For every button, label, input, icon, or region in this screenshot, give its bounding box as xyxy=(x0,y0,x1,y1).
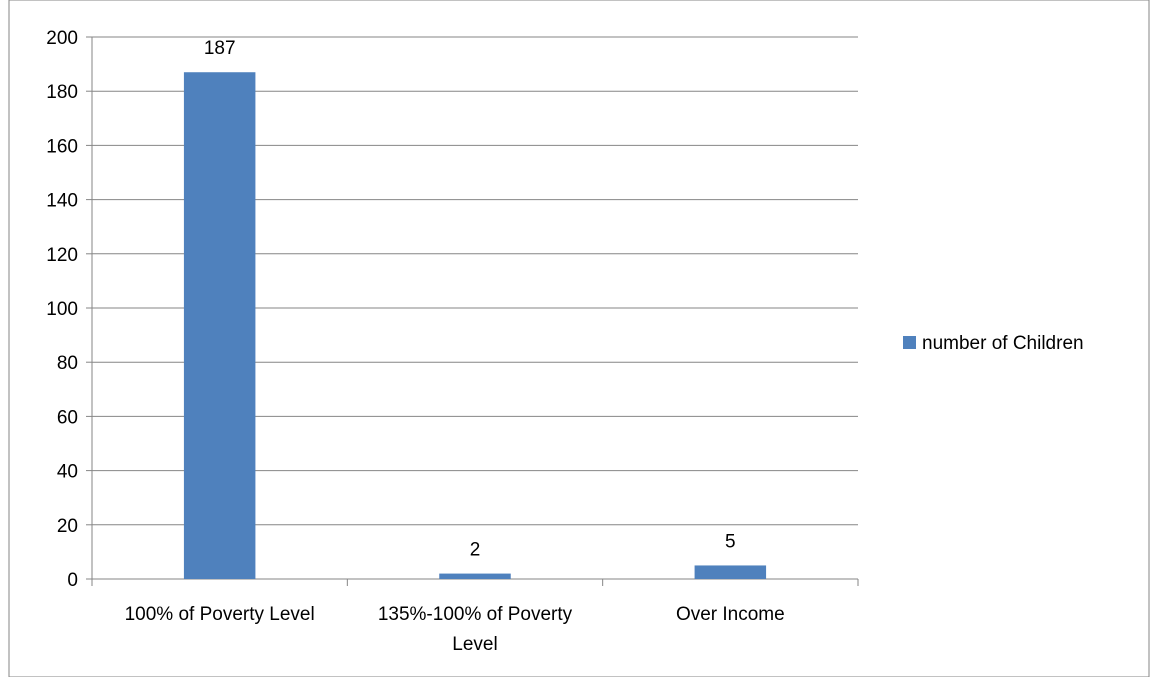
y-axis-tick-labels: 0 20 40 60 80 100 120 140 160 180 200 xyxy=(46,28,78,591)
bar xyxy=(183,72,256,579)
x-category-label: 135%-100% of Poverty xyxy=(378,604,573,625)
data-label: 2 xyxy=(470,540,481,561)
x-category-label: Level xyxy=(452,634,497,655)
legend-swatch xyxy=(903,336,916,349)
legend-label: number of Children xyxy=(922,333,1084,354)
y-tick-label: 180 xyxy=(46,82,78,103)
y-tick-label: 160 xyxy=(46,136,78,157)
y-tick-label: 60 xyxy=(57,407,78,428)
x-category-label: 100% of Poverty Level xyxy=(125,604,315,625)
bars xyxy=(183,72,767,579)
y-tick-label: 40 xyxy=(57,462,78,483)
y-tick-label: 140 xyxy=(46,191,78,212)
y-tick-label: 20 xyxy=(57,516,78,537)
legend: number of Children xyxy=(903,333,1084,354)
x-category-label: Over Income xyxy=(676,604,785,625)
y-tick-label: 120 xyxy=(46,245,78,266)
x-axis-category-labels: 100% of Poverty Level 135%-100% of Povert… xyxy=(125,604,785,655)
data-label: 187 xyxy=(204,38,236,59)
data-label: 5 xyxy=(725,531,736,552)
y-tick-label: 200 xyxy=(46,28,78,49)
bar xyxy=(694,565,767,579)
bar xyxy=(439,573,511,579)
y-tick-label: 100 xyxy=(46,299,78,320)
data-labels: 187 2 5 xyxy=(204,38,736,560)
y-tick-label: 0 xyxy=(67,570,78,591)
y-tick-label: 80 xyxy=(57,353,78,374)
